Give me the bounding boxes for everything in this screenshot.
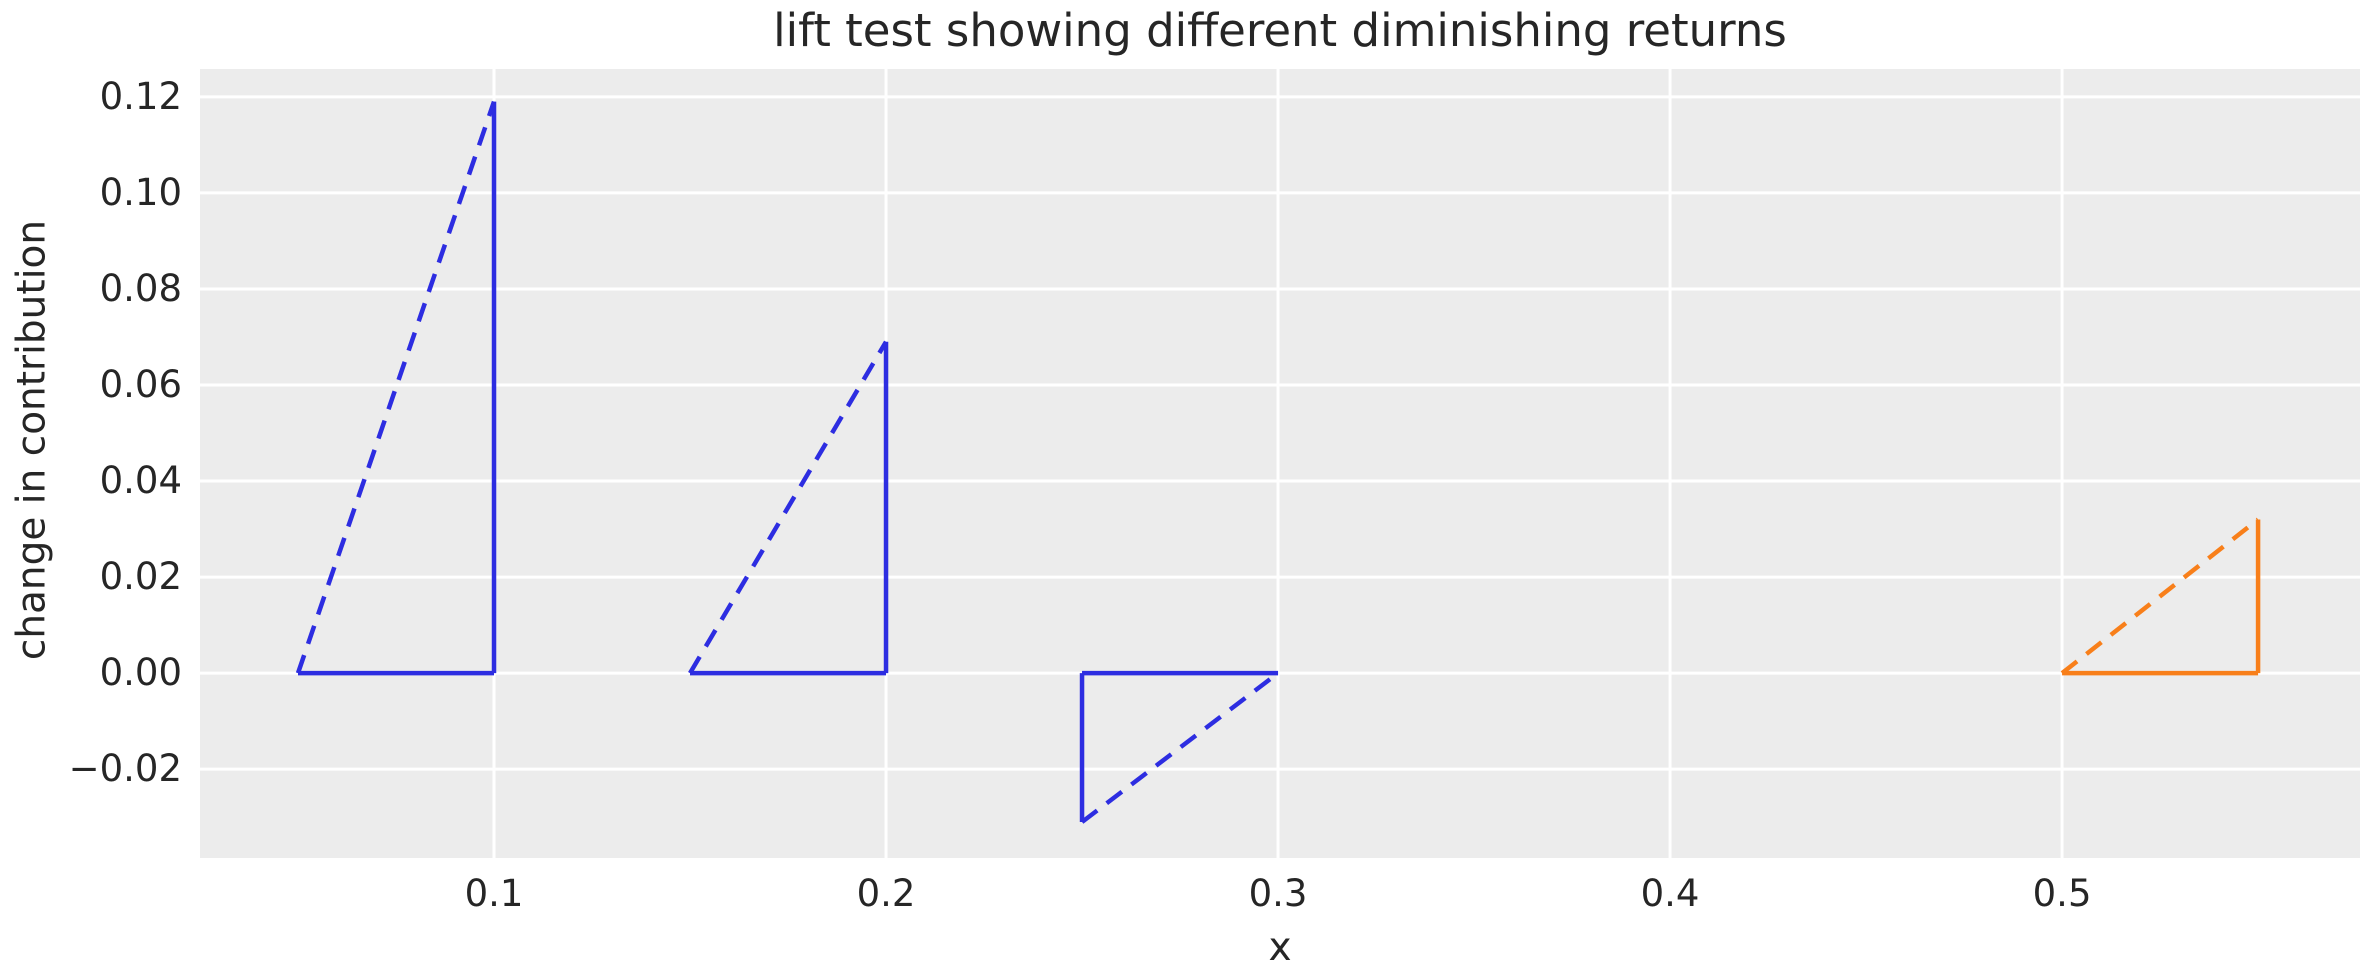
x-tick-label-0.5: 0.5 [2032,872,2092,915]
y-tick-label-0.08: 0.08 [99,266,182,310]
lift-triangle-2-dashed-hypotenuse [688,340,888,675]
x-tick-label-0.3: 0.3 [1248,872,1308,915]
y-tick-label-−0.02: −0.02 [68,747,182,791]
y-tick-label-0.04: 0.04 [99,459,182,503]
y-tick-label-0.10: 0.10 [99,170,182,214]
y-tick-label-0.02: 0.02 [99,555,182,599]
x-tick-label-0.1: 0.1 [464,872,524,915]
y-tick-label-0.12: 0.12 [99,74,182,118]
lift-triangle-1-dashed-hypotenuse [295,100,497,674]
y-tick-label-0.06: 0.06 [99,362,182,406]
y-tick-label-0.00: 0.00 [99,651,182,695]
lift-triangle-4-dashed-hypotenuse [2060,517,2260,675]
x-tick-label-0.4: 0.4 [1640,872,1700,915]
plot-area [200,69,2360,858]
lift-triangle-3-dashed-hypotenuse [1080,671,1280,824]
x-tick-label-0.2: 0.2 [856,872,916,915]
chart-title: lift test showing different diminishing … [773,4,1787,57]
x-axis-label: x [1268,925,1292,970]
